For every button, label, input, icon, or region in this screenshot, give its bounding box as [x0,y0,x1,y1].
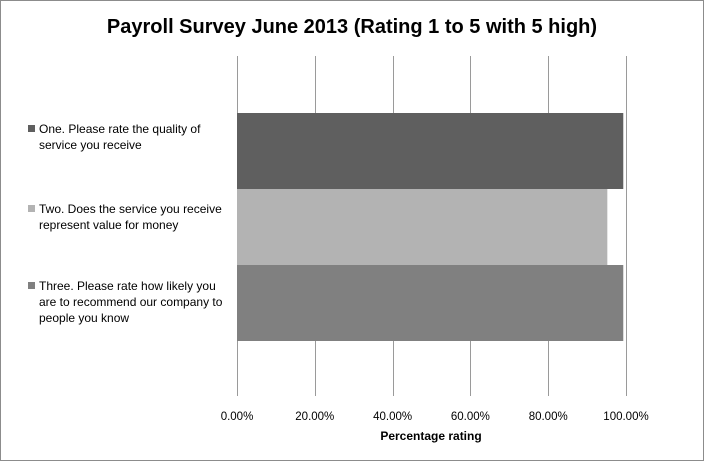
x-tick-label: 100.00% [603,411,648,423]
legend-label-line: service you receive [39,138,142,152]
bar [237,265,624,341]
legend-label-line: Three. Please rate how likely you [39,279,216,293]
x-tick-label: 0.00% [221,411,254,423]
legend-swatch [28,125,35,132]
bars [237,113,624,341]
x-axis-title: Percentage rating [380,429,481,443]
x-axis-ticks: 0.00% 20.00% 40.00% 60.00% 80.00% 100.00% [221,411,649,423]
bar [237,113,624,189]
x-tick-label: 20.00% [295,411,334,423]
legend-label-line: are to recommend our company to [39,295,223,309]
bar [237,189,608,265]
legend-label-line: Two. Does the service you receive [39,202,222,216]
legend-label: Three. Please rate how likely you are to … [39,279,223,325]
legend: One. Please rate the quality of service y… [28,122,223,325]
legend-label-line: represent value for money [39,218,178,232]
legend-label-line: people you know [39,311,129,325]
legend-swatch [28,205,35,212]
legend-label: One. Please rate the quality of service y… [39,122,201,152]
chart-title: Payroll Survey June 2013 (Rating 1 to 5 … [107,16,597,38]
x-tick-label: 80.00% [529,411,568,423]
x-tick-label: 60.00% [451,411,490,423]
x-tick-label: 40.00% [373,411,412,423]
legend-label-line: One. Please rate the quality of [39,122,201,136]
legend-swatch [28,282,35,289]
legend-label: Two. Does the service you receive represe… [39,202,222,232]
